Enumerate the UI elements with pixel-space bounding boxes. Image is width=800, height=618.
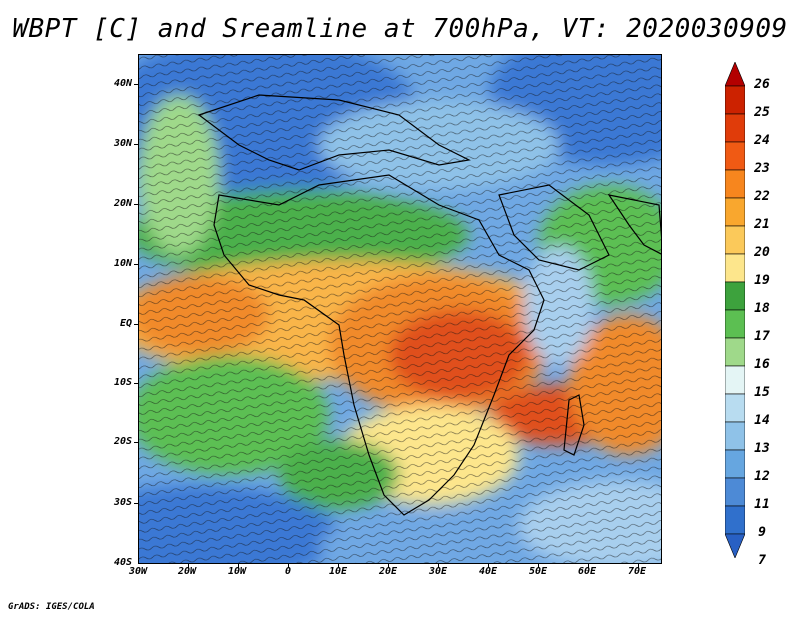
- lon-tick: [188, 563, 189, 568]
- lon-label-30e: 30E: [428, 566, 448, 577]
- lat-label-20n: 20N: [113, 198, 132, 209]
- colorbar-label: 26: [754, 77, 770, 92]
- colorbar-label: 22: [754, 189, 770, 204]
- colorbar-label: 24: [754, 133, 770, 148]
- lon-tick: [638, 563, 639, 568]
- lon-tick: [588, 563, 589, 568]
- coastline-madagascar: [563, 394, 585, 456]
- coastlines: [197, 94, 661, 516]
- wbpt-streamline-map: [138, 54, 662, 564]
- colorbar-label: 14: [754, 413, 770, 428]
- lat-tick: [134, 84, 139, 85]
- lat-tick: [134, 264, 139, 265]
- lon-label-0: 0: [284, 566, 292, 577]
- colorbar-label: 13: [754, 441, 770, 456]
- grads-credit: GrADS: IGES/COLA: [8, 602, 95, 612]
- colorbar-label: 20: [754, 245, 770, 260]
- lat-label-10n: 10N: [113, 258, 132, 269]
- lon-label-20w: 20W: [177, 566, 197, 577]
- colorbar-label: 19: [754, 273, 770, 288]
- colorbar-label: 11: [754, 497, 770, 512]
- lat-label-40n: 40N: [113, 78, 132, 89]
- colorbar-label: 17: [754, 329, 770, 344]
- lon-label-20e: 20E: [378, 566, 398, 577]
- lat-label-10s: 10S: [113, 377, 132, 388]
- colorbar-label: 18: [754, 301, 770, 316]
- coastline-arabia: [498, 184, 610, 271]
- coastline-india: [607, 194, 661, 255]
- lon-tick: [388, 563, 389, 568]
- lat-label-40s: 40S: [113, 557, 132, 568]
- colorbar-bands: [725, 62, 745, 558]
- map-title: WBPT [C] and Sreamline at 700hPa, VT: 20…: [12, 14, 788, 44]
- lon-label-40e: 40E: [478, 566, 498, 577]
- colorbar-label: 21: [754, 217, 770, 232]
- colorbar-label: 16: [754, 357, 770, 372]
- lat-tick: [134, 204, 139, 205]
- lat-tick: [134, 144, 139, 145]
- lon-label-50e: 50E: [528, 566, 548, 577]
- lat-label-30s: 30S: [113, 497, 132, 508]
- lon-label-10w: 10W: [227, 566, 247, 577]
- lon-tick: [338, 563, 339, 568]
- map-field-svg: [139, 55, 661, 563]
- colorbar-label: 23: [754, 161, 770, 176]
- lon-tick: [488, 563, 489, 568]
- lat-tick: [134, 383, 139, 384]
- lat-tick: [134, 503, 139, 504]
- lon-label-30w: 30W: [128, 566, 148, 577]
- colorbar-label: 9: [758, 525, 766, 540]
- lon-label-60e: 60E: [577, 566, 597, 577]
- lon-tick: [438, 563, 439, 568]
- lat-tick: [134, 442, 139, 443]
- colorbar: [725, 62, 745, 558]
- lon-tick: [538, 563, 539, 568]
- colorbar-label: 12: [754, 469, 770, 484]
- lat-label-eq: EQ: [119, 318, 132, 329]
- streamline-overlay: [139, 55, 661, 563]
- lon-label-10e: 10E: [328, 566, 348, 577]
- lon-label-70e: 70E: [627, 566, 647, 577]
- lat-tick: [134, 324, 139, 325]
- lat-label-30n: 30N: [113, 138, 132, 149]
- coastline-africa: [213, 174, 545, 516]
- lon-tick: [238, 563, 239, 568]
- colorbar-band: [725, 533, 745, 558]
- lat-label-20s: 20S: [113, 436, 132, 447]
- colorbar-label: 15: [754, 385, 770, 400]
- colorbar-label: 25: [754, 105, 770, 120]
- lon-tick: [288, 563, 289, 568]
- colorbar-label: 7: [758, 553, 766, 568]
- coastline-europe: [197, 94, 471, 171]
